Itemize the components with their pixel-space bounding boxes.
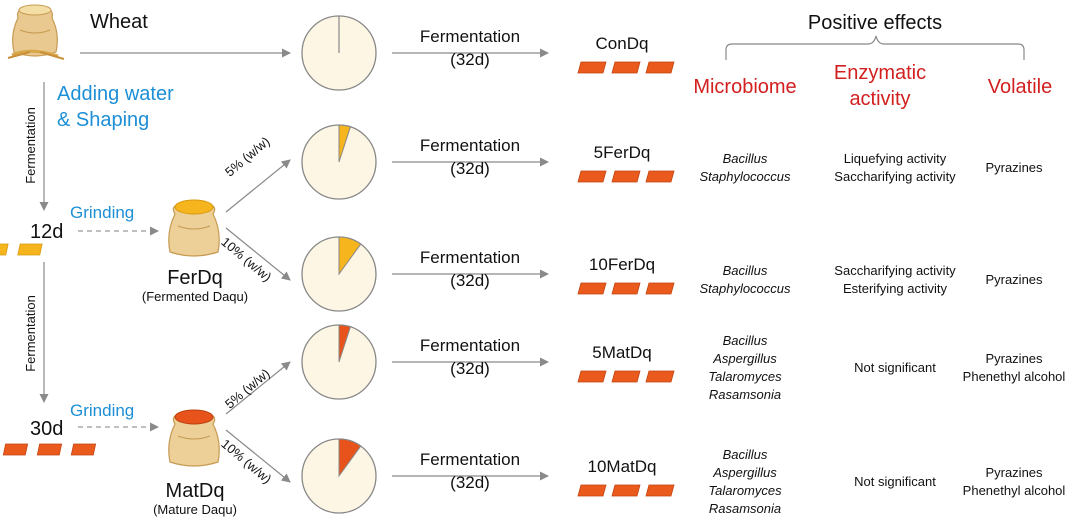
volatile-10FerDq-0: Pyrazines (985, 272, 1043, 287)
ferdq-name: FerDq (167, 267, 223, 289)
fermentation-label-ConDq: Fermentation (419, 27, 521, 46)
daqu-30d-blocks (2, 443, 97, 456)
age-12d-label: 12d (30, 221, 64, 243)
microbiome-10MatDq-2: Talaromyces (708, 483, 782, 498)
fermentation-vertical-label-1: Fermentation (22, 107, 38, 184)
daqu-blocks-ConDq (577, 61, 675, 74)
volatile-5MatDq-1: Phenethyl alcohol (962, 369, 1066, 384)
positive-effects-brace (725, 35, 1025, 60)
enzymatic-5FerDq-1: Saccharifying activity (834, 169, 956, 184)
product-name-5FerDq: 5FerDq (593, 143, 651, 162)
microbiome-5MatDq-3: Rasamsonia (708, 387, 782, 402)
pie-slice-5MatDq (338, 324, 352, 363)
volatile-10MatDq-0: Pyrazines (985, 465, 1043, 480)
adding-water-line1: Adding water (57, 83, 174, 105)
ferdq-sack-icon (168, 199, 220, 257)
fermentation-vertical-label-2: Fermentation (22, 295, 38, 372)
product-name-5MatDq: 5MatDq (592, 343, 652, 362)
grinding-label-1: Grinding (70, 203, 135, 222)
microbiome-10FerDq-1: Staphylococcus (699, 281, 791, 296)
pie-10FerDq (301, 236, 377, 312)
ferdq-10-arrow (225, 227, 291, 281)
positive-effects-header: Positive effects (807, 12, 943, 34)
daqu-blocks-10FerDq (577, 282, 675, 295)
daqu-blocks-5MatDq (577, 370, 675, 383)
enzymatic-5MatDq-0: Not significant (854, 360, 936, 375)
age-30d-label: 30d (30, 418, 64, 440)
microbiome-5FerDq-1: Staphylococcus (699, 169, 791, 184)
fermentation-label-5MatDq: Fermentation (419, 336, 521, 355)
matdq-sack-icon (168, 409, 220, 467)
pie-5MatDq (301, 324, 377, 400)
ferdq-desc: (Fermented Daqu) (141, 289, 249, 304)
microbiome-10FerDq-0: Bacillus (722, 263, 768, 278)
matdq-name: MatDq (165, 480, 225, 502)
volatile-5MatDq-0: Pyrazines (985, 351, 1043, 366)
fermentation-days-5FerDq: (32d) (450, 159, 490, 178)
fermentation-label-5FerDq: Fermentation (419, 136, 521, 155)
enzymatic-header-line1: Enzymatic (833, 62, 927, 84)
daqu-blocks-10MatDq (577, 484, 675, 497)
microbiome-10MatDq-1: Aspergillus (713, 465, 777, 480)
pie-10MatDq (301, 438, 377, 514)
microbiome-5MatDq-1: Aspergillus (713, 351, 777, 366)
wheat-label: Wheat (90, 11, 148, 33)
microbiome-header: Microbiome (693, 76, 797, 98)
enzymatic-10FerDq-1: Esterifying activity (842, 281, 948, 296)
grinding-label-2: Grinding (70, 401, 135, 420)
daqu-12d-blocks (0, 243, 43, 256)
product-name-10MatDq: 10MatDq (587, 457, 657, 476)
fermentation-days-5MatDq: (32d) (450, 359, 490, 378)
enzymatic-5FerDq-0: Liquefying activity (843, 151, 947, 166)
fermentation-label-10MatDq: Fermentation (419, 450, 521, 469)
microbiome-10MatDq-3: Rasamsonia (708, 501, 782, 516)
enzymatic-10MatDq-0: Not significant (854, 474, 936, 489)
microbiome-5MatDq-2: Talaromyces (708, 369, 782, 384)
volatile-10MatDq-1: Phenethyl alcohol (962, 483, 1066, 498)
microbiome-10MatDq-0: Bacillus (722, 447, 768, 462)
daqu-blocks-5FerDq (577, 170, 675, 183)
wheat-sack-icon (7, 4, 65, 60)
microbiome-5MatDq-0: Bacillus (722, 333, 768, 348)
volatile-header: Volatile (987, 76, 1053, 98)
pie-slice-10FerDq (338, 236, 362, 276)
pie-slice-5FerDq (338, 124, 352, 163)
ferdq-5-arrow (225, 159, 291, 213)
pie-ConDq (301, 15, 377, 91)
enzymatic-header-line2: activity (849, 88, 911, 110)
enzymatic-10FerDq-0: Saccharifying activity (834, 263, 956, 278)
fermentation-days-10MatDq: (32d) (450, 473, 490, 492)
adding-water-line2: & Shaping (57, 109, 150, 131)
microbiome-5FerDq-0: Bacillus (722, 151, 768, 166)
matdq-5-arrow (225, 361, 291, 415)
fermentation-days-10FerDq: (32d) (450, 271, 490, 290)
volatile-5FerDq-0: Pyrazines (985, 160, 1043, 175)
matdq-10-arrow (225, 429, 291, 483)
pie-slice-10MatDq (338, 438, 362, 478)
product-name-ConDq: ConDq (595, 34, 649, 53)
matdq-desc: (Mature Daqu) (153, 502, 237, 517)
product-name-10FerDq: 10FerDq (588, 255, 656, 274)
fermentation-label-10FerDq: Fermentation (419, 248, 521, 267)
fermentation-days-ConDq: (32d) (450, 50, 490, 69)
pie-5FerDq (301, 124, 377, 200)
